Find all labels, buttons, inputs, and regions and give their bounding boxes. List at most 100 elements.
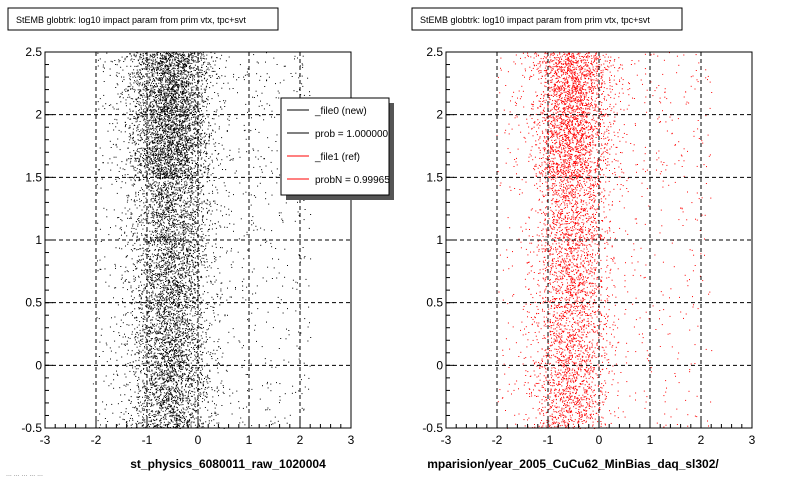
scatter-point	[155, 249, 156, 251]
scatter-point	[199, 314, 201, 315]
scatter-point	[164, 238, 166, 240]
scatter-point	[202, 385, 204, 387]
scatter-point	[139, 158, 141, 160]
scatter-point	[148, 426, 150, 428]
scatter-point	[170, 59, 171, 61]
scatter-point	[279, 396, 281, 398]
scatter-point	[153, 59, 155, 61]
scatter-point	[202, 143, 204, 145]
scatter-point	[157, 396, 159, 398]
scatter-point	[181, 59, 183, 61]
scatter-point	[154, 151, 156, 153]
scatter-point	[177, 403, 179, 405]
scatter-point	[166, 127, 168, 129]
scatter-point	[134, 176, 135, 178]
scatter-point	[218, 422, 220, 424]
scatter-point	[158, 170, 160, 172]
scatter-point	[187, 201, 189, 203]
scatter-point	[170, 255, 172, 257]
scatter-point	[195, 136, 197, 138]
scatter-point	[139, 221, 141, 223]
scatter-point	[156, 158, 158, 160]
scatter-point	[170, 121, 172, 123]
scatter-point	[185, 299, 187, 301]
scatter-point	[147, 108, 149, 110]
scatter-point	[159, 288, 161, 289]
scatter-point	[205, 421, 207, 423]
scatter-point	[152, 201, 154, 203]
scatter-point	[156, 86, 158, 88]
scatter-point	[129, 108, 131, 110]
scatter-point	[150, 356, 152, 358]
scatter-point	[166, 227, 168, 228]
scatter-point	[160, 158, 162, 160]
scatter-point	[135, 117, 137, 119]
scatter-point	[209, 325, 210, 327]
scatter-point	[292, 385, 294, 387]
scatter-point	[160, 420, 162, 422]
scatter-point	[180, 399, 181, 401]
scatter-point	[201, 207, 203, 209]
scatter-point	[139, 345, 141, 347]
scatter-point	[155, 145, 157, 147]
scatter-point	[182, 171, 184, 173]
scatter-point	[136, 410, 138, 412]
scatter-point	[168, 206, 170, 208]
scatter-point	[179, 304, 180, 305]
scatter-point	[174, 195, 176, 197]
scatter-point	[204, 407, 206, 408]
scatter-point	[207, 169, 209, 171]
scatter-point	[156, 216, 158, 218]
scatter-point	[148, 189, 150, 191]
scatter-point	[186, 66, 187, 67]
scatter-point	[158, 142, 160, 144]
scatter-point	[179, 273, 181, 275]
scatter-point	[187, 190, 189, 192]
scatter-point	[169, 142, 171, 143]
scatter-point	[224, 315, 226, 317]
scatter-point	[171, 296, 173, 298]
scatter-point	[177, 317, 179, 319]
scatter-point	[166, 386, 168, 388]
scatter-point	[277, 296, 279, 298]
scatter-point	[153, 284, 155, 286]
scatter-point	[127, 271, 129, 273]
scatter-point	[160, 187, 162, 189]
scatter-point	[161, 325, 163, 327]
scatter-point	[152, 183, 153, 185]
scatter-point	[159, 128, 160, 130]
scatter-point	[186, 320, 188, 322]
scatter-point	[153, 73, 155, 75]
scatter-point	[191, 307, 193, 309]
scatter-point	[171, 370, 173, 372]
scatter-point	[170, 175, 172, 176]
scatter-point	[163, 249, 165, 251]
scatter-point	[153, 151, 155, 153]
scatter-point	[133, 200, 135, 202]
scatter-point	[176, 171, 178, 173]
scatter-point	[175, 319, 177, 321]
scatter-point	[176, 145, 178, 147]
scatter-point	[192, 315, 194, 317]
scatter-point	[173, 169, 175, 171]
scatter-point	[168, 376, 170, 378]
scatter-point	[196, 117, 198, 119]
scatter-point	[187, 83, 189, 85]
scatter-point	[130, 216, 132, 218]
scatter-point	[179, 125, 181, 127]
scatter-point	[156, 69, 158, 71]
scatter-point	[181, 368, 183, 370]
scatter-point	[184, 209, 186, 211]
scatter-point	[152, 216, 154, 218]
scatter-point	[152, 142, 154, 144]
scatter-point	[175, 304, 177, 306]
scatter-point	[171, 344, 173, 346]
scatter-point	[195, 155, 196, 157]
scatter-point	[156, 389, 158, 391]
scatter-point	[179, 257, 181, 259]
scatter-point	[116, 370, 117, 372]
scatter-point	[171, 96, 172, 97]
scatter-point	[193, 220, 195, 221]
scatter-point	[136, 320, 138, 321]
